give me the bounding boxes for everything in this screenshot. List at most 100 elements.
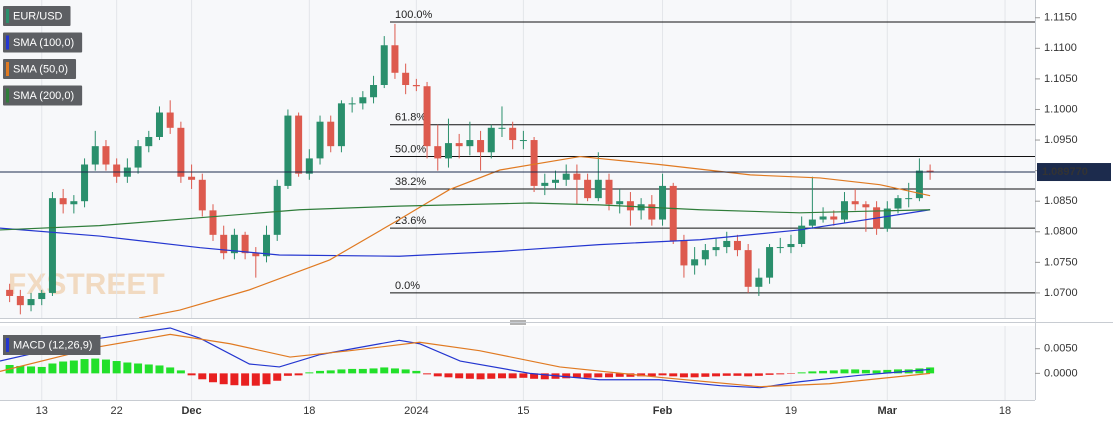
macd-histogram-bar — [412, 370, 421, 374]
y-tick-label: 1.1000 — [1044, 103, 1078, 115]
macd-histogram-bar — [540, 373, 549, 380]
y-tick-label: 1.1100 — [1044, 42, 1077, 54]
macd-histogram-bar — [765, 373, 774, 375]
candle-body — [691, 259, 699, 266]
candle-body — [188, 176, 196, 180]
macd-histogram-bar — [134, 363, 143, 374]
macd-histogram-bar — [712, 373, 721, 377]
x-tick-label: Feb — [653, 405, 673, 417]
macd-histogram-bar — [926, 367, 935, 374]
y-tick-label: 1.0700 — [1044, 287, 1078, 299]
macd-histogram-bar — [208, 373, 217, 383]
candle-body — [263, 234, 271, 257]
candle-body — [198, 179, 206, 211]
macd-histogram-bar — [112, 361, 121, 374]
x-tick-label: 18 — [999, 405, 1011, 417]
macd-histogram-bar — [594, 373, 603, 378]
macd-histogram-bar — [358, 368, 367, 374]
candle-body — [551, 179, 559, 183]
legend-swatch — [6, 62, 9, 76]
y-tick-label: 1.0800 — [1044, 226, 1078, 238]
candle-body — [145, 136, 153, 147]
candle-body — [59, 198, 67, 205]
watermark: FXSTREET — [8, 268, 165, 301]
candle-body — [766, 247, 774, 278]
macd-histogram-bar — [241, 373, 250, 386]
candle-body — [562, 173, 570, 180]
x-tick-label: Mar — [878, 405, 898, 417]
candle-body — [70, 201, 78, 205]
y-tick-label: 1.0950 — [1044, 134, 1078, 146]
candle-body — [102, 146, 110, 165]
candle-body — [648, 204, 656, 220]
macd-line — [0, 327, 931, 389]
candle-body — [284, 115, 292, 186]
candle-body — [883, 208, 891, 229]
candle-body — [584, 179, 592, 199]
legend-item — [3, 59, 77, 79]
macd-histogram-bar — [101, 359, 110, 374]
macd-histogram-bar — [251, 373, 260, 386]
sma-line — [0, 209, 931, 257]
macd-histogram-bar — [829, 370, 838, 374]
fib-label: 100.0% — [395, 9, 433, 21]
candle-body — [337, 103, 345, 147]
macd-histogram-bar — [679, 373, 688, 378]
fib-label: 38.2% — [395, 176, 426, 188]
fib-label: 0.0% — [395, 280, 420, 292]
last-price-tag — [1037, 163, 1111, 182]
macd-histogram-bar — [176, 370, 185, 374]
plot-area — [0, 327, 935, 389]
macd-histogram-bar — [166, 367, 175, 374]
candle-body — [327, 121, 335, 147]
candle-body — [273, 185, 281, 235]
macd-histogram-bar — [786, 373, 795, 374]
legend-swatch — [6, 88, 9, 103]
candle-body — [723, 240, 731, 248]
macd-histogram-bar — [91, 358, 100, 374]
candle-body — [380, 45, 388, 86]
candle-body — [316, 121, 324, 159]
macd-histogram-bar — [605, 373, 614, 378]
macd-histogram-bar — [819, 370, 828, 374]
candle-body — [509, 127, 517, 141]
legend-label: SMA (200,0) — [13, 90, 74, 102]
macd-histogram-bar — [797, 372, 806, 374]
legend-swatch — [6, 338, 9, 352]
candle-body — [819, 216, 827, 220]
macd-histogram-bar — [444, 373, 453, 378]
macd-histogram-bar — [262, 373, 271, 385]
candle-body — [370, 85, 378, 98]
candle-body — [915, 170, 923, 199]
fib-label: 50.0% — [395, 143, 426, 155]
candle-body — [573, 173, 581, 180]
macd-panel — [0, 326, 1035, 400]
legend-swatch — [6, 9, 9, 23]
candle-body — [391, 45, 399, 73]
candle-body — [659, 185, 667, 220]
legend-label: SMA (100,0) — [13, 37, 74, 49]
candle-body — [905, 198, 913, 200]
macd-histogram-bar — [722, 373, 731, 376]
sma-line — [139, 155, 931, 318]
macd-histogram-bar — [872, 370, 881, 374]
candle-body — [348, 103, 356, 105]
macd-histogram-bar — [369, 368, 378, 374]
candle-body — [477, 140, 485, 153]
macd-histogram-bar — [59, 361, 68, 374]
macd-histogram-bar — [497, 373, 506, 379]
candle-body — [830, 216, 838, 220]
candle-body — [230, 234, 238, 254]
candle-body — [6, 289, 14, 296]
x-tick-label: 18 — [303, 405, 315, 417]
candle-body — [798, 225, 806, 245]
candle-body — [498, 127, 506, 129]
y-tick-label: 0.0000 — [1044, 367, 1078, 379]
macd-title-box — [3, 335, 101, 355]
candle-body — [48, 198, 56, 293]
candle-body — [241, 234, 249, 254]
main-panel — [0, 0, 1035, 318]
candle-body — [744, 250, 752, 287]
macd-histogram-bar — [273, 373, 282, 381]
